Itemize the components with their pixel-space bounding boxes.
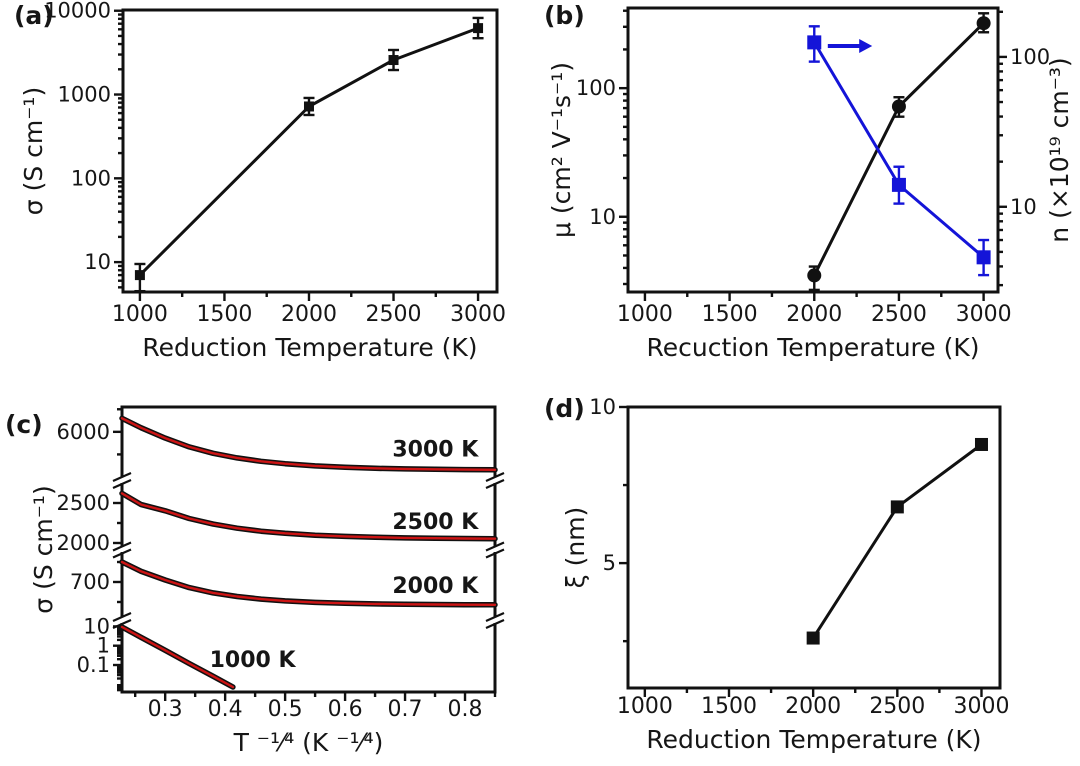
panel-label-c: (c)	[5, 410, 43, 439]
svg-text:3000 K: 3000 K	[392, 437, 479, 462]
panel-a: (a) 1000 1500 2000 2500 3000 10 100 1000 10000 Re…	[0, 0, 540, 383]
svg-text:1: 1	[97, 634, 110, 658]
panel-label-d: (d)	[544, 394, 585, 423]
chart-d-localization-length: 1000 1500 2000 2500 3000 5 10 Reduction Tempera…	[561, 395, 1009, 754]
svg-text:0.1: 0.1	[77, 653, 110, 677]
svg-text:1000: 1000	[58, 83, 111, 107]
chart-a-conductivity-vs-temperature: 1000 1500 2000 2500 3000 10 100 1000 10000 Reduct…	[19, 0, 506, 362]
svg-text:2500 K: 2500 K	[392, 510, 479, 535]
svg-text:100: 100	[1010, 45, 1050, 69]
svg-text:10: 10	[589, 395, 616, 419]
svg-text:3000: 3000	[953, 694, 1009, 719]
svg-text:100: 100	[71, 166, 111, 190]
svg-text:0.7: 0.7	[388, 697, 423, 722]
svg-text:2000: 2000	[785, 694, 841, 719]
svg-text:0.8: 0.8	[448, 697, 483, 722]
svg-text:2500: 2500	[366, 302, 422, 327]
svg-text:5: 5	[603, 551, 616, 575]
panel-label-a: (a)	[14, 1, 54, 30]
svg-text:μ (cm² V⁻¹s⁻¹): μ (cm² V⁻¹s⁻¹)	[547, 62, 576, 238]
svg-text:10000: 10000	[44, 0, 111, 23]
svg-text:Reduction Temperature (K): Reduction Temperature (K)	[646, 725, 981, 754]
svg-text:1000: 1000	[617, 694, 673, 719]
svg-text:1000: 1000	[112, 302, 168, 327]
svg-text:σ (S cm⁻¹): σ (S cm⁻¹)	[19, 87, 48, 215]
svg-text:700: 700	[70, 570, 110, 594]
panel-label-b: (b)	[544, 1, 585, 30]
svg-text:2500: 2500	[871, 302, 927, 327]
svg-text:σ (S cm⁻¹): σ (S cm⁻¹)	[29, 485, 58, 613]
svg-text:10: 10	[84, 250, 111, 274]
svg-text:0.4: 0.4	[208, 697, 243, 722]
svg-text:2000: 2000	[57, 531, 110, 555]
svg-text:0.6: 0.6	[328, 697, 363, 722]
svg-text:1000 K: 1000 K	[210, 648, 297, 673]
chart-b-mobility-carrier-density: 1000 1500 2000 2500 3000 10 100 10 100 Recuction …	[547, 6, 1074, 362]
svg-text:3000: 3000	[450, 302, 506, 327]
svg-text:0.3: 0.3	[148, 697, 183, 722]
svg-text:1500: 1500	[702, 302, 758, 327]
svg-text:n (×10¹⁹ cm⁻³): n (×10¹⁹ cm⁻³)	[1045, 57, 1074, 242]
chart-c-vrh-fits-broken-axis: 0.3 0.4 0.5 0.6 0.7 0.8 6000 3000 K 2500 2000 2500…	[29, 405, 505, 757]
svg-text:2000 K: 2000 K	[392, 574, 479, 599]
panel-c: (c) 0.3 0.4 0.5 0.6 0.7 0.8 6000 3000 K 2500 2000…	[0, 383, 540, 766]
svg-text:2000: 2000	[281, 302, 337, 327]
svg-text:100: 100	[576, 76, 616, 100]
svg-text:10: 10	[1010, 195, 1037, 219]
svg-text:Recuction Temperature (K): Recuction Temperature (K)	[646, 333, 979, 362]
svg-text:10: 10	[83, 614, 110, 638]
svg-text:0.5: 0.5	[268, 697, 303, 722]
svg-text:1000: 1000	[617, 302, 673, 327]
svg-text:6000: 6000	[57, 420, 110, 444]
svg-text:ξ (nm): ξ (nm)	[561, 507, 590, 589]
svg-text:Reduction Temperature (K): Reduction Temperature (K)	[142, 333, 477, 362]
svg-text:2000: 2000	[786, 302, 842, 327]
svg-text:2500: 2500	[869, 694, 925, 719]
panel-d: (d) 1000 1500 2000 2500 3000 5 10 Reduction Tem…	[540, 383, 1080, 766]
panel-b: (b) 1000 1500 2000 2500 3000 10 100 10 100 Recuct…	[540, 0, 1080, 383]
svg-text:1500: 1500	[196, 302, 252, 327]
svg-text:T ⁻¹⁄⁴ (K ⁻¹⁄⁴): T ⁻¹⁄⁴ (K ⁻¹⁄⁴)	[233, 728, 384, 757]
svg-text:10: 10	[589, 205, 616, 229]
svg-text:2500: 2500	[57, 491, 110, 515]
svg-text:3000: 3000	[956, 302, 1012, 327]
svg-text:1500: 1500	[701, 694, 757, 719]
